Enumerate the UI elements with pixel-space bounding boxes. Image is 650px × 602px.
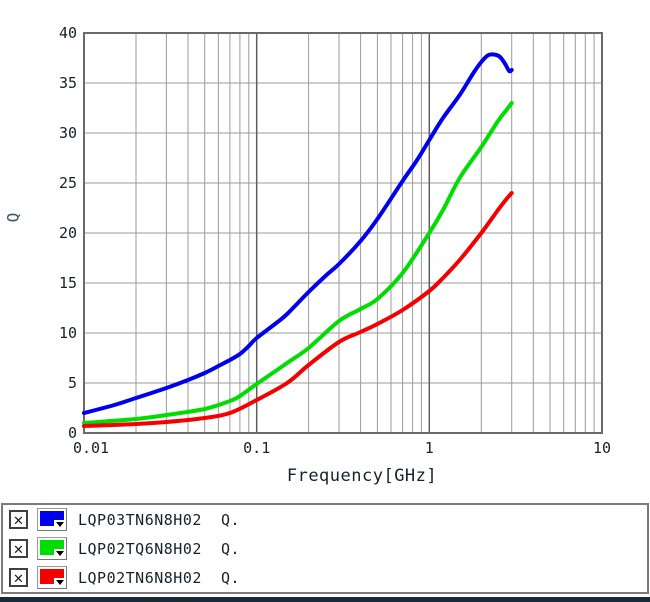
legend-row-lqp03tn6n8h02: ✕ LQP03TN6N8H02 Q. — [3, 505, 647, 534]
y-tick-label: 30 — [59, 124, 77, 142]
legend-row-lqp02tn6n8h02: ✕ LQP02TN6N8H02 Q. — [3, 563, 647, 592]
legend-series-label: LQP02TQ6N8H02 Q. — [78, 539, 241, 558]
chart-plot-area: 40 35 30 25 20 15 10 5 00.01 0.1 1 10 — [59, 24, 611, 457]
dropdown-arrow-icon — [54, 549, 65, 558]
y-tick-label: 25 — [59, 174, 77, 192]
legend-color-dropdown-lqp03tn6n8h02[interactable] — [37, 508, 67, 531]
x-axis-title: Frequency[GHz] — [286, 466, 438, 486]
legend-checkbox-lqp02tq6n8h02[interactable]: ✕ — [9, 539, 28, 558]
legend-panel: ✕ LQP03TN6N8H02 Q. ✕ LQP02TQ6N8H02 Q. — [1, 503, 649, 594]
legend-row-lqp02tq6n8h02: ✕ LQP02TQ6N8H02 Q. — [3, 534, 647, 563]
checkbox-x-icon: ✕ — [13, 509, 24, 529]
bottom-window-edge — [0, 597, 650, 602]
legend-checkbox-lqp02tn6n8h02[interactable]: ✕ — [9, 568, 28, 587]
dropdown-arrow-icon — [54, 578, 65, 587]
checkbox-x-icon: ✕ — [13, 538, 24, 558]
checkbox-x-icon: ✕ — [13, 567, 24, 587]
y-tick-label: 10 — [59, 324, 77, 342]
series-line-lqp02tq6n8h02 — [82, 101, 514, 425]
x-tick-label: 1 — [425, 439, 434, 457]
series-line-lqp02tn6n8h02 — [82, 191, 514, 428]
legend-color-dropdown-lqp02tq6n8h02[interactable] — [37, 537, 67, 560]
legend-series-label: LQP03TN6N8H02 Q. — [78, 510, 241, 529]
y-tick-label: 5 — [68, 374, 77, 392]
y-tick-label: 15 — [59, 274, 77, 292]
dropdown-arrow-icon — [54, 520, 65, 529]
y-tick-label: 0 — [68, 424, 77, 442]
y-tick-label: 35 — [59, 74, 77, 92]
x-tick-label: 0.1 — [243, 439, 270, 457]
x-tick-label: 0.01 — [73, 439, 109, 457]
series-line-lqp03tn6n8h02 — [82, 52, 514, 415]
legend-color-dropdown-lqp02tn6n8h02[interactable] — [37, 566, 67, 589]
y-tick-label: 40 — [59, 24, 77, 42]
y-tick-label: 20 — [59, 224, 77, 242]
legend-series-label: LQP02TN6N8H02 Q. — [78, 568, 241, 587]
x-tick-label: 10 — [593, 439, 611, 457]
y-axis-title: Q — [3, 212, 23, 223]
legend-checkbox-lqp03tn6n8h02[interactable]: ✕ — [9, 510, 28, 529]
